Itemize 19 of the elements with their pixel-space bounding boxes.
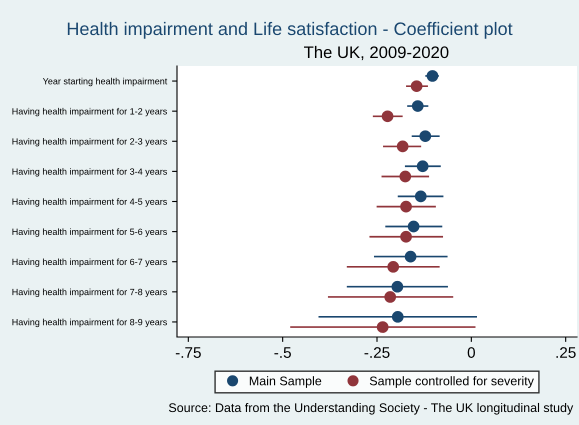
x-tick-label: -.5 <box>274 347 291 358</box>
y-tick-label: Having health impairment for 2-3 years <box>12 138 167 146</box>
chart-subtitle: The UK, 2009-2020 <box>304 46 448 60</box>
y-tick-label: Having health impairment for 8-9 years <box>12 318 167 328</box>
legend-label: Sample controlled for severity <box>370 376 534 388</box>
chart-title: Health impairment and Life satisfaction - Coefficient plot <box>68 22 513 39</box>
x-tick-label: 0 <box>468 347 475 358</box>
y-tick-label: Having health impairment for 4-5 years <box>12 198 167 207</box>
x-tick-label: -.75 <box>176 347 201 358</box>
legend-label: Main Sample <box>250 376 322 388</box>
y-tick-label: Having health impairment for 6-7 years <box>12 258 167 267</box>
x-tick-label: .25 <box>556 347 576 358</box>
y-tick-label: Having health impairment for 7-8 years <box>12 288 167 297</box>
y-tick-label: Having health impairment for 1-2 years <box>12 108 167 116</box>
source-note: Source: Data from the Understanding Society - The UK longitudinal study <box>168 402 574 415</box>
y-tick-label: Having health impairment for 5-6 years <box>12 228 167 237</box>
x-tick-label: -.25 <box>364 347 390 358</box>
y-tick-label: Year starting health impairment <box>42 78 168 86</box>
y-tick-label: Having health impairment for 3-4 years <box>12 168 167 177</box>
